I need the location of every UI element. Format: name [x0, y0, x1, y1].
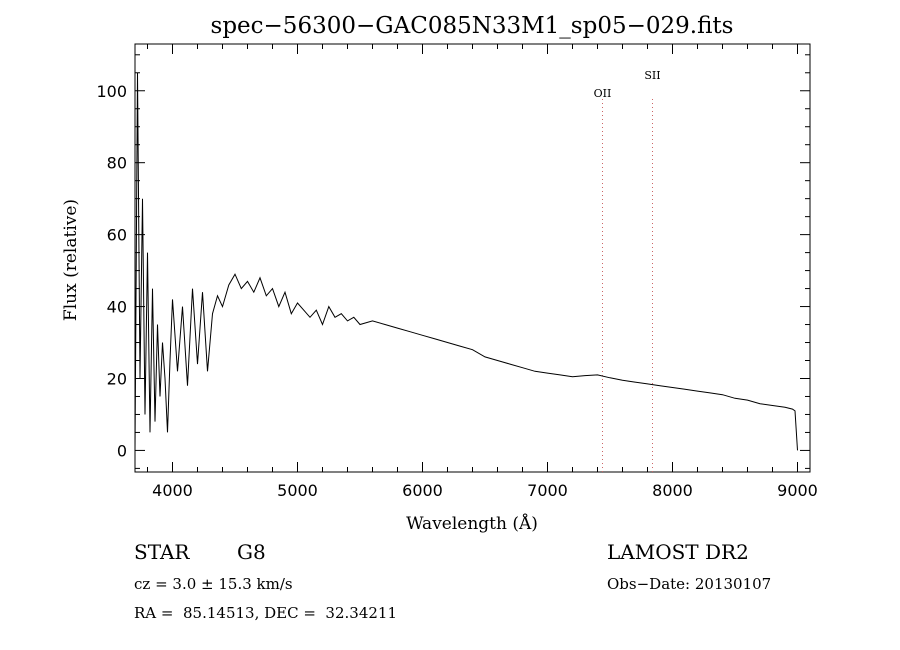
x-tick-label: 9000	[777, 481, 818, 500]
y-tick-label: 0	[117, 441, 127, 460]
axes-frame	[134, 43, 811, 473]
x-tick-label: 4000	[152, 481, 193, 500]
y-axis-label: Flux (relative)	[61, 199, 81, 321]
redshift-velocity: cz = 3.0 ± 15.3 km/s	[134, 575, 293, 593]
observation-date: Obs−Date: 20130107	[607, 575, 772, 593]
x-tick-label: 8000	[652, 481, 693, 500]
y-tick-label: 100	[96, 82, 127, 101]
plot-frame	[134, 43, 811, 473]
y-tick-label: 40	[107, 298, 127, 317]
x-tick-label: 7000	[527, 481, 568, 500]
x-axis-label: Wavelength (Å)	[406, 513, 538, 534]
y-tick-label: 20	[107, 369, 127, 388]
chart-title: spec−56300−GAC085N33M1_sp05−029.fits	[211, 13, 734, 39]
object-subclass: G8	[237, 540, 266, 564]
x-axis-ticks: 4000 5000 6000 7000 8000 9000	[147, 44, 818, 500]
emission-lines: OII SII	[594, 69, 661, 472]
emission-line-label: OII	[594, 87, 612, 100]
emission-line-label: SII	[644, 69, 660, 82]
spectrum-series-line	[134, 72, 798, 451]
x-tick-label: 5000	[277, 481, 318, 500]
y-tick-label: 60	[107, 226, 127, 245]
object-type: STAR	[134, 540, 190, 564]
y-axis-ticks: 0 20 40 60 80 100	[96, 54, 810, 469]
x-tick-label: 6000	[402, 481, 443, 500]
survey-name: LAMOST DR2	[607, 540, 749, 564]
sky-coordinates: RA = 85.14513, DEC = 32.34211	[134, 604, 398, 622]
y-tick-label: 80	[107, 154, 127, 173]
